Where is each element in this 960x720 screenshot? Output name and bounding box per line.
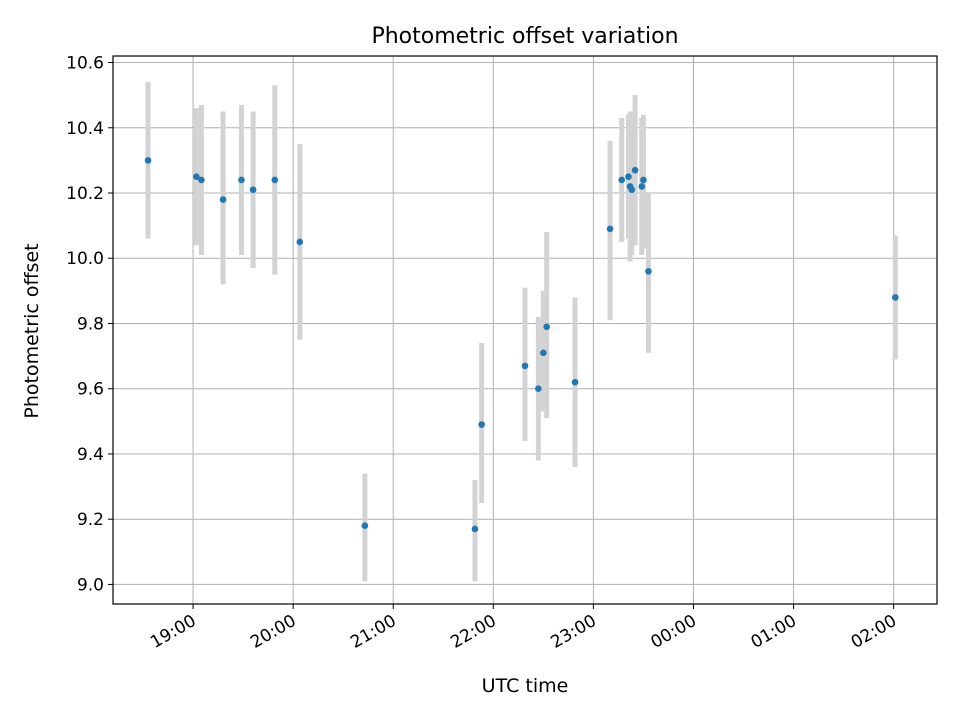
data-point: [471, 525, 479, 533]
data-point: [631, 166, 639, 174]
data-point: [144, 157, 152, 164]
plot-frame: [112, 55, 938, 605]
data-point: [535, 385, 542, 393]
y-tick-label: 9.2: [77, 510, 104, 530]
data-point: [219, 196, 227, 203]
y-tick-label: 9.6: [77, 380, 104, 400]
grid: [113, 56, 937, 604]
y-axis-label: Photometric offset: [21, 243, 43, 418]
y-tick-label: 9.8: [77, 314, 104, 334]
data-point: [625, 173, 632, 180]
y-tick-label: 9.4: [77, 445, 104, 465]
data-point: [478, 421, 485, 428]
data-point: [640, 176, 647, 184]
data-point: [540, 349, 547, 357]
y-tick-label: 10.0: [66, 249, 104, 269]
data-point: [628, 186, 636, 194]
data-point: [361, 522, 369, 530]
data-point: [271, 176, 279, 184]
x-axis-label: UTC time: [482, 675, 569, 697]
data-point: [543, 323, 550, 331]
data-point: [645, 267, 652, 275]
data-point: [606, 225, 614, 233]
data-point: [296, 238, 304, 246]
data-points: [144, 157, 899, 533]
data-point: [571, 378, 579, 386]
chart-title: Photometric offset variation: [371, 24, 678, 49]
data-point: [198, 176, 205, 184]
data-point: [238, 176, 245, 184]
data-point: [891, 294, 899, 301]
data-point: [193, 173, 200, 180]
y-tick-label: 10.4: [66, 119, 104, 139]
data-point: [638, 183, 646, 190]
y-tick-label: 9.0: [77, 575, 104, 595]
data-point: [618, 176, 626, 184]
y-tick-label: 10.6: [66, 54, 104, 74]
data-point: [521, 362, 529, 370]
y-tick-label: 10.2: [66, 184, 104, 204]
y-axis-ticks: 9.0 9.2 9.4 9.6 9.8 10.0 10.2 10.4 10.6: [66, 54, 113, 595]
data-point: [249, 186, 257, 194]
